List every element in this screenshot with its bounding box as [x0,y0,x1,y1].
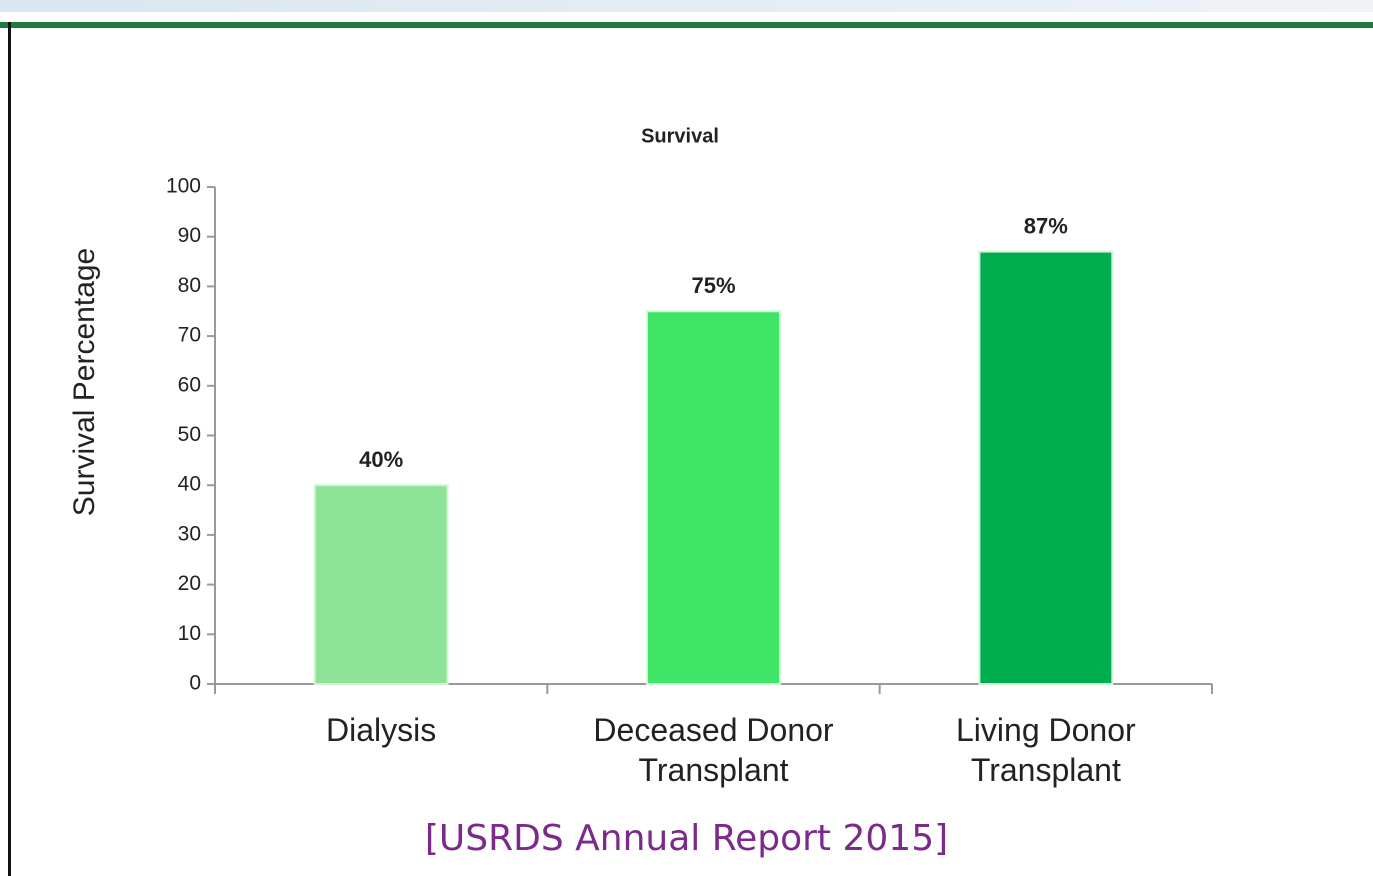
x-tick-label: Living Donor Transplant [956,712,1136,788]
chart-title: Survival [641,125,719,147]
y-tick-label: 30 [178,522,201,545]
y-tick-label: 60 [178,373,201,396]
value-label: 40% [359,447,403,472]
y-tick-label: 0 [189,672,201,695]
y-tick-label: 80 [178,274,201,297]
y-tick-label: 40 [178,473,201,496]
bar [313,484,449,686]
bar [646,310,781,685]
bar [978,250,1114,686]
x-tick-label: Dialysis [326,712,437,748]
y-tick-label: 20 [178,572,201,595]
header-band [0,0,1373,12]
value-label: 87% [1024,213,1068,238]
value-label: 75% [691,273,735,298]
y-tick-label: 50 [178,423,201,446]
x-tick-label: Deceased Donor Transplant [593,712,834,788]
y-tick-label: 70 [178,324,201,347]
y-tick-label: 90 [178,224,201,247]
y-tick-label: 10 [178,622,201,645]
header-rule [0,22,1373,28]
y-tick-label: 100 [166,175,201,198]
left-rule [8,22,11,876]
source-note: [USRDS Annual Report 2015] [424,818,949,859]
y-axis-label: Survival Percentage [68,248,101,516]
